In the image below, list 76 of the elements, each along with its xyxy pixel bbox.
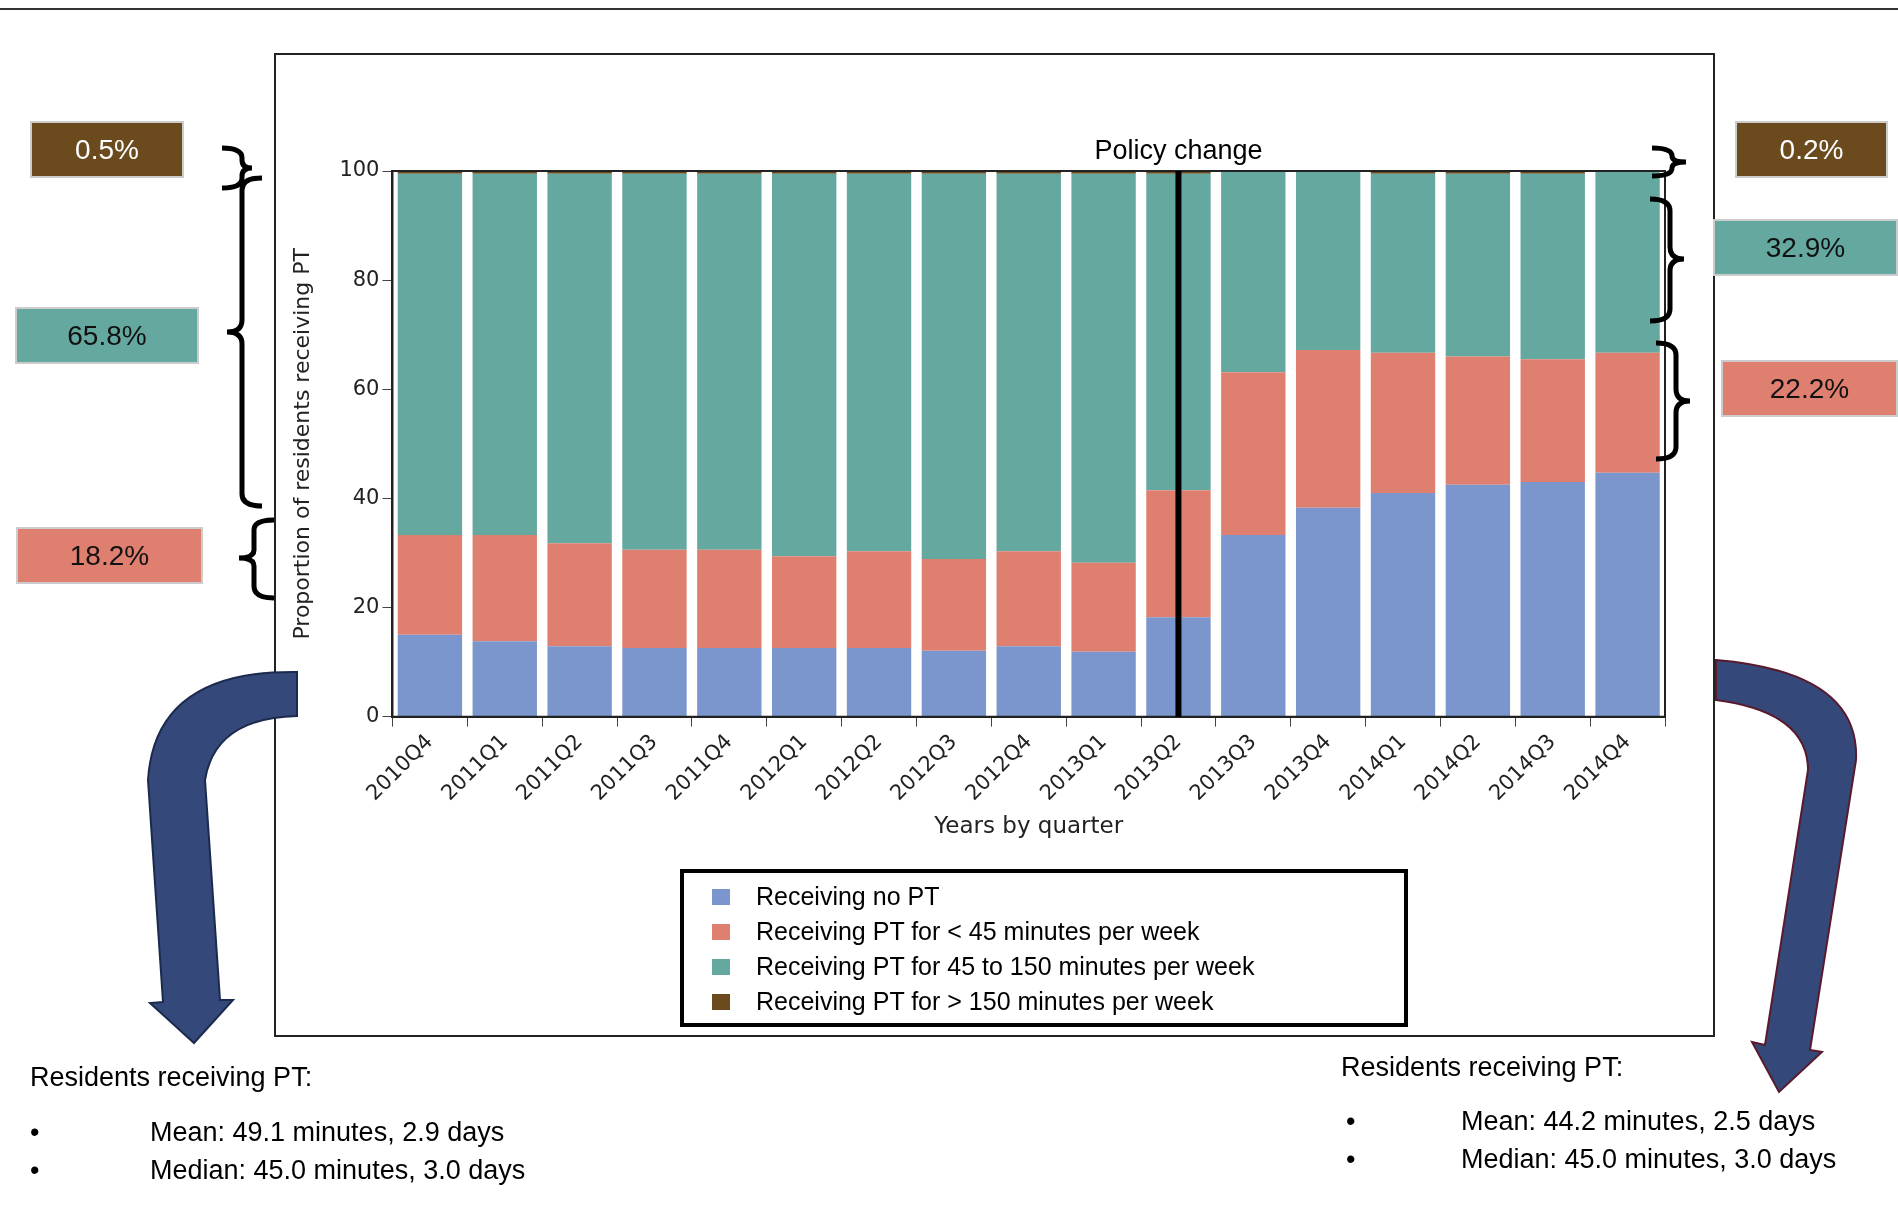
legend-label: Receiving PT for > 150 minutes per week [756, 987, 1214, 1016]
bar [921, 650, 987, 717]
bar [1071, 651, 1136, 717]
bar [771, 556, 837, 648]
bar [397, 634, 463, 717]
bar [697, 549, 762, 648]
text: • [1346, 1144, 1356, 1175]
bar [1221, 534, 1286, 717]
bar [547, 646, 612, 717]
bar [1445, 356, 1511, 485]
bar [1520, 173, 1585, 360]
legend-label: Receiving PT for < 45 minutes per week [756, 917, 1200, 946]
text: • [1346, 1106, 1356, 1137]
bar [1520, 482, 1585, 717]
bar [472, 534, 537, 642]
bar [1146, 490, 1211, 618]
y-tick-label: 0 [366, 703, 380, 728]
bar [622, 549, 687, 648]
bar [1295, 507, 1361, 717]
bar [1295, 349, 1361, 508]
bar [921, 558, 987, 651]
bar [1370, 173, 1436, 353]
x-axis-title: Years by quarter [933, 812, 1124, 839]
text: • [30, 1155, 40, 1186]
text: Mean: 44.2 minutes, 2.5 days [1461, 1106, 1816, 1137]
bar [1221, 372, 1286, 535]
bar [846, 173, 912, 552]
text: 22.2% [1721, 360, 1898, 417]
bar [846, 551, 912, 648]
bar [996, 173, 1061, 552]
ref-line-label: Policy change [1094, 134, 1263, 165]
bar [1520, 359, 1585, 483]
y-tick-label: 100 [339, 157, 380, 182]
bar [472, 173, 537, 535]
text: 0.5% [30, 121, 184, 178]
text: 0.2% [1735, 121, 1888, 178]
text: Mean: 49.1 minutes, 2.9 days [150, 1117, 505, 1148]
legend-label: Receiving no PT [756, 882, 940, 911]
text: Median: 45.0 minutes, 3.0 days [1461, 1144, 1837, 1175]
text: Residents receiving PT: [1341, 1052, 1624, 1083]
bar [921, 173, 987, 559]
bar [697, 173, 762, 550]
y-tick-label: 80 [352, 266, 380, 291]
bar [1370, 492, 1436, 717]
text: 65.8% [15, 307, 199, 364]
text: • [30, 1117, 40, 1148]
bar [1221, 171, 1286, 373]
legend-label: Receiving PT for 45 to 150 minutes per week [756, 952, 1255, 981]
bar [397, 534, 463, 635]
bar [472, 641, 537, 717]
bar [1445, 484, 1511, 717]
bar [547, 543, 612, 647]
bar [1595, 472, 1660, 717]
bar [1071, 562, 1136, 652]
bar [622, 647, 687, 717]
bar [996, 551, 1061, 647]
bar [996, 646, 1061, 717]
text: Median: 45.0 minutes, 3.0 days [150, 1155, 526, 1186]
bar [1370, 352, 1436, 493]
bar [1295, 171, 1361, 350]
bar [622, 173, 687, 550]
y-tick-label: 20 [352, 593, 380, 618]
bar [547, 173, 612, 544]
text: 18.2% [16, 527, 203, 584]
bar [1071, 173, 1136, 563]
bar [771, 647, 837, 717]
bar [771, 173, 837, 557]
bar [1445, 173, 1511, 357]
bar [397, 173, 463, 535]
text: 32.9% [1713, 219, 1898, 276]
y-tick-label: 40 [352, 484, 380, 509]
bar [697, 647, 762, 717]
text: Residents receiving PT: [30, 1062, 313, 1093]
y-axis-title: Proportion of residents receiving PT [288, 247, 314, 640]
bar [846, 647, 912, 717]
y-tick-label: 60 [352, 375, 380, 400]
